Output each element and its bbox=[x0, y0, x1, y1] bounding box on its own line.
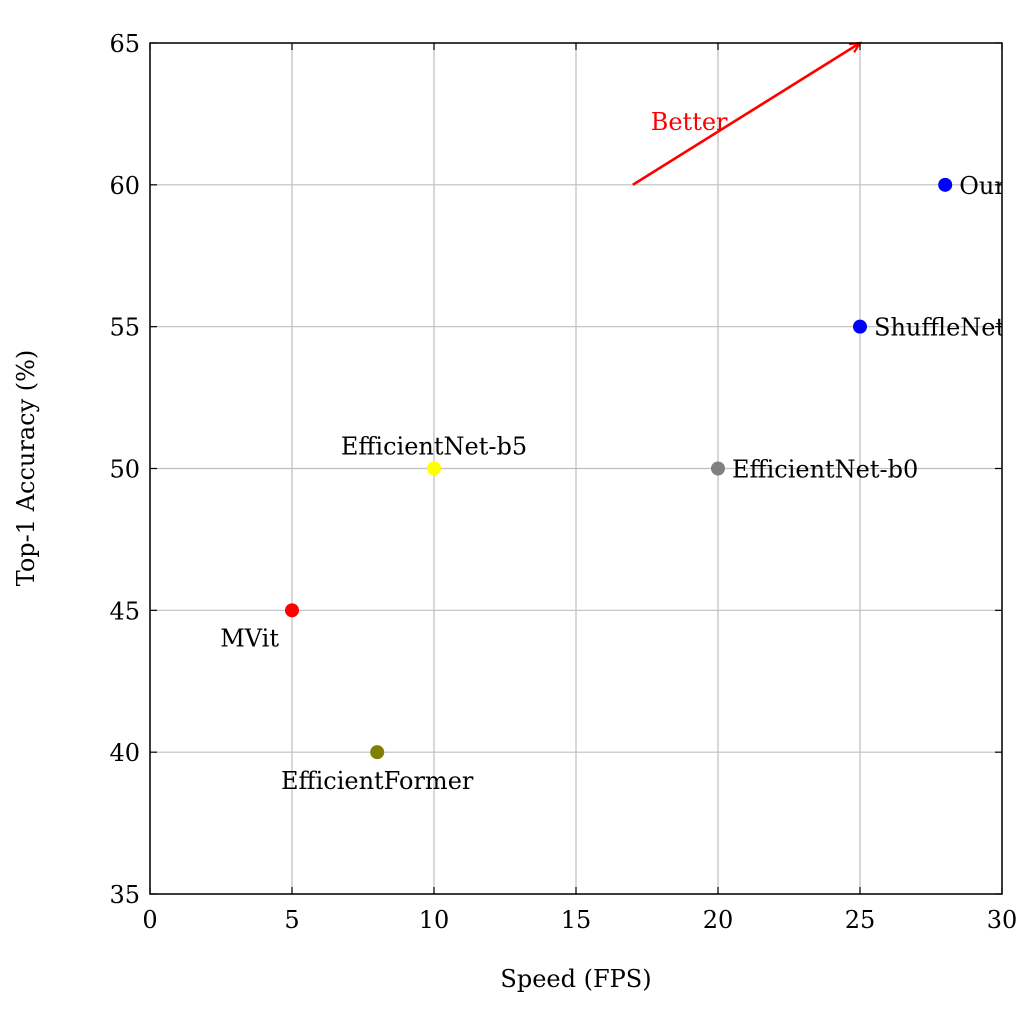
point-efficientnet-b0 bbox=[711, 461, 725, 476]
y-axis-title: Top-1 Accuracy (%) bbox=[12, 350, 40, 587]
x-tick-label: 20 bbox=[703, 906, 734, 934]
point-label-shufflenet: ShuffleNet bbox=[874, 314, 1005, 342]
point-label-efficientnet-b5: EfficientNet-b5 bbox=[341, 433, 527, 461]
better-arrow bbox=[632, 41, 861, 186]
x-tick-label: 25 bbox=[845, 906, 876, 934]
point-label-mvit: MVit bbox=[220, 624, 279, 652]
x-tick-label: 5 bbox=[284, 906, 299, 934]
y-tick-label: 40 bbox=[109, 739, 140, 767]
point-mvit bbox=[285, 603, 299, 618]
y-tick-label: 55 bbox=[109, 314, 140, 342]
x-axis-title: Speed (FPS) bbox=[500, 965, 651, 993]
point-efficientnet-b5 bbox=[427, 461, 441, 476]
point-label-efficientformer: EfficientFormer bbox=[281, 767, 474, 795]
point-label-ours: Ours bbox=[959, 172, 1018, 200]
better-annotation-label: Better bbox=[651, 108, 728, 136]
x-tick-label: 0 bbox=[142, 906, 157, 934]
y-tick-label: 45 bbox=[109, 597, 140, 625]
plot-area: Ours ShuffleNet EfficientNet-b0 EfficientNe… bbox=[220, 172, 1018, 795]
annotations: Better bbox=[632, 41, 863, 186]
x-tick-label: 30 bbox=[987, 906, 1018, 934]
point-shufflenet bbox=[853, 319, 867, 334]
y-tick-label: 65 bbox=[109, 30, 140, 58]
x-tick-label: 15 bbox=[561, 906, 592, 934]
axis-ticks: 0 5 10 15 20 25 30 35 40 45 50 55 60 65 bbox=[109, 30, 1017, 934]
point-label-efficientnet-b0: EfficientNet-b0 bbox=[732, 456, 918, 484]
y-tick-label: 35 bbox=[109, 881, 140, 909]
point-ours bbox=[938, 177, 953, 192]
y-tick-label: 60 bbox=[109, 172, 140, 200]
y-tick-label: 50 bbox=[109, 456, 140, 484]
x-tick-label: 10 bbox=[419, 906, 450, 934]
point-efficientformer bbox=[370, 745, 385, 760]
